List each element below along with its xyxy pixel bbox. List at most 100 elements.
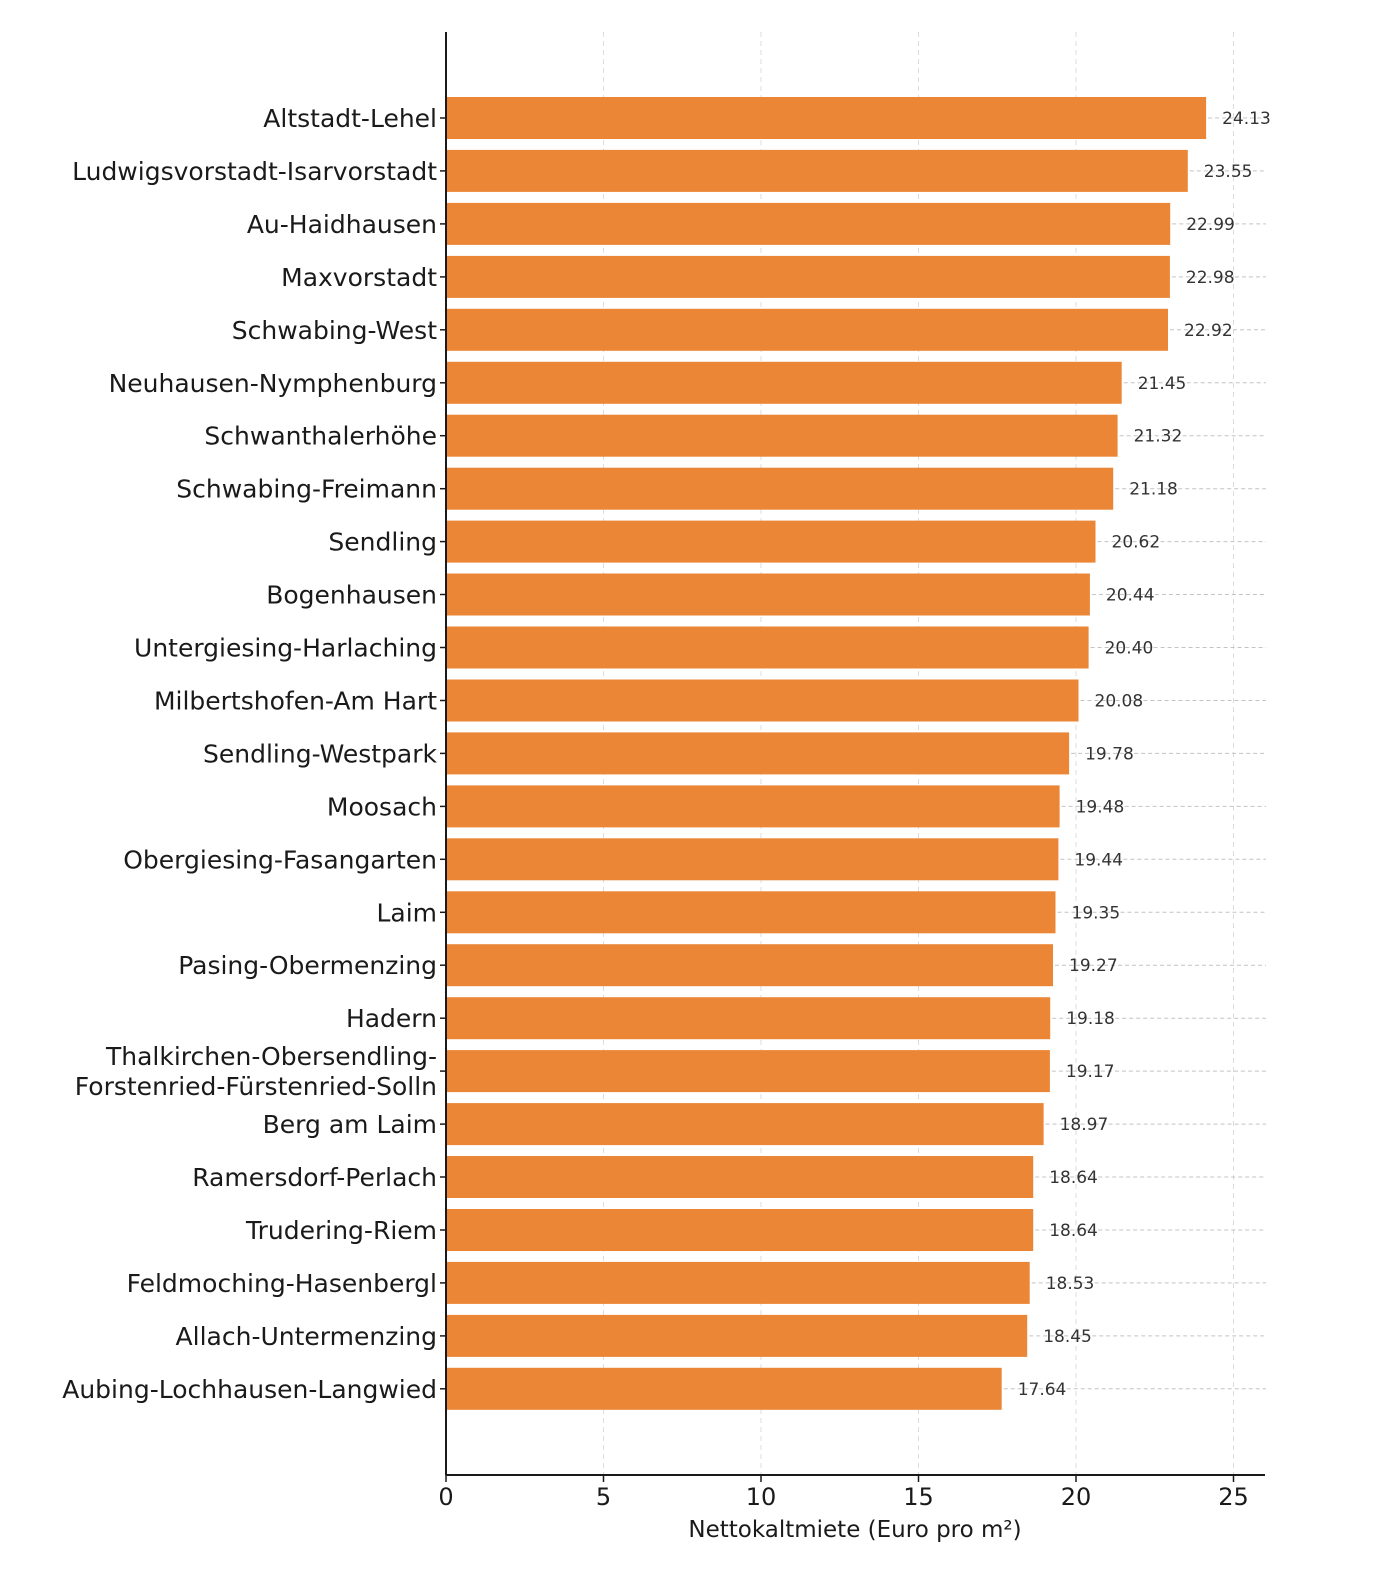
category-label: Schwabing-West [232, 316, 437, 345]
category-label: Laim [376, 898, 437, 927]
category-label-line: Pasing-Obermenzing [178, 951, 437, 980]
category-label: Allach-Untermenzing [176, 1322, 437, 1351]
bar [446, 679, 1079, 722]
x-tick-label: 10 [746, 1483, 777, 1511]
data-label: 24.13 [1222, 109, 1271, 129]
value-labels: 24.13 23.55 22.99 22.98 22.92 21.45 21.32 21.18… [1018, 109, 1271, 1400]
bar [446, 1367, 1002, 1410]
data-label: 21.45 [1138, 374, 1187, 394]
data-label: 18.45 [1043, 1327, 1092, 1347]
category-label-line: Trudering-Riem [245, 1216, 437, 1245]
category-label: Pasing-Obermenzing [178, 951, 437, 980]
category-label: Schwanthalerhöhe [204, 422, 437, 451]
category-label-line: Laim [376, 898, 437, 927]
category-label-line: Altstadt-Lehel [263, 104, 437, 133]
category-label: Thalkirchen-Obersendling-Forstenried-Für… [75, 1042, 437, 1101]
bar [446, 891, 1056, 934]
bar [446, 944, 1053, 987]
bar [446, 785, 1060, 828]
category-label-line: Obergiesing-Fasangarten [123, 845, 437, 874]
category-label-line: Sendling-Westpark [203, 739, 438, 768]
category-label: Ramersdorf-Perlach [192, 1163, 437, 1192]
category-label-line: Schwabing-Freimann [176, 475, 437, 504]
x-tick-label: 20 [1061, 1483, 1092, 1511]
data-label: 18.64 [1049, 1168, 1098, 1188]
data-label: 18.53 [1046, 1274, 1095, 1294]
data-label: 20.40 [1105, 639, 1154, 659]
data-label: 21.18 [1129, 480, 1178, 500]
data-label: 22.92 [1184, 321, 1233, 341]
bar [446, 1156, 1034, 1198]
bar [446, 626, 1089, 669]
bar [446, 838, 1059, 881]
data-label: 19.44 [1074, 850, 1123, 870]
x-axis-title: Nettokaltmiete (Euro pro m²) [688, 1517, 1021, 1543]
bar [446, 520, 1096, 563]
category-label: Maxvorstadt [281, 263, 437, 292]
category-label: Sendling [328, 528, 437, 557]
bar [446, 361, 1122, 404]
bar [446, 202, 1171, 245]
category-label-line: Sendling [328, 528, 437, 557]
category-label-line: Hadern [346, 1004, 437, 1033]
bar [446, 255, 1170, 298]
bar [446, 573, 1090, 616]
category-label: Ludwigsvorstadt-Isarvorstadt [72, 157, 437, 186]
category-label-line: Ludwigsvorstadt-Isarvorstadt [72, 157, 437, 186]
category-label-line: Au-Haidhausen [247, 210, 437, 239]
category-label-line: Schwabing-West [232, 316, 437, 345]
category-label-line: Berg am Laim [263, 1110, 437, 1139]
bar [446, 149, 1188, 192]
category-label-line: Allach-Untermenzing [176, 1322, 437, 1351]
data-label: 19.17 [1066, 1062, 1115, 1082]
bar [446, 97, 1207, 139]
category-label-line: Feldmoching-Hasenbergl [127, 1269, 437, 1298]
data-label: 22.98 [1186, 268, 1235, 288]
x-tick-label: 5 [596, 1483, 611, 1511]
category-label-line: Milbertshofen-Am Hart [154, 687, 437, 716]
category-label: Berg am Laim [263, 1110, 437, 1139]
bar [446, 1103, 1044, 1146]
bar [446, 1209, 1034, 1251]
bar [446, 997, 1051, 1040]
data-label: 22.99 [1186, 215, 1235, 235]
category-label: Bogenhausen [266, 581, 437, 610]
bars [446, 97, 1207, 1410]
category-label-line: Untergiesing-Harlaching [134, 634, 437, 663]
data-label: 20.08 [1095, 692, 1144, 712]
category-label-line: Schwanthalerhöhe [204, 422, 437, 451]
category-label-line: Forstenried-Fürstenried-Solln [75, 1072, 437, 1101]
x-tick-label: 0 [438, 1483, 453, 1511]
data-label: 18.64 [1049, 1221, 1098, 1241]
data-label: 19.27 [1069, 956, 1118, 976]
bar [446, 732, 1070, 775]
category-label: Feldmoching-Hasenbergl [127, 1269, 437, 1298]
category-label: Hadern [346, 1004, 437, 1033]
category-label-line: Neuhausen-Nymphenburg [109, 369, 437, 398]
category-labels: Altstadt-Lehel Ludwigsvorstadt-Isarvorsta… [62, 104, 437, 1404]
category-label: Moosach [327, 792, 437, 821]
bar [446, 1261, 1030, 1304]
data-label: 19.18 [1066, 1009, 1115, 1029]
category-label-line: Moosach [327, 792, 437, 821]
category-label: Altstadt-Lehel [263, 104, 437, 133]
category-label: Au-Haidhausen [247, 210, 437, 239]
category-label: Milbertshofen-Am Hart [154, 687, 437, 716]
category-label: Neuhausen-Nymphenburg [109, 369, 437, 398]
data-label: 19.35 [1072, 903, 1121, 923]
category-label: Sendling-Westpark [203, 739, 438, 768]
data-label: 21.32 [1134, 427, 1183, 447]
data-label: 20.62 [1112, 533, 1161, 553]
data-label: 18.97 [1060, 1115, 1109, 1135]
category-label-line: Thalkirchen-Obersendling- [105, 1042, 437, 1071]
bar [446, 414, 1118, 457]
category-label-line: Bogenhausen [266, 581, 437, 610]
category-label: Untergiesing-Harlaching [134, 634, 437, 663]
bar [446, 1314, 1028, 1357]
category-label: Schwabing-Freimann [176, 475, 437, 504]
bar [446, 1050, 1050, 1093]
data-label: 20.44 [1106, 586, 1155, 606]
category-label: Aubing-Lochhausen-Langwied [62, 1375, 437, 1404]
category-label-line: Maxvorstadt [281, 263, 437, 292]
